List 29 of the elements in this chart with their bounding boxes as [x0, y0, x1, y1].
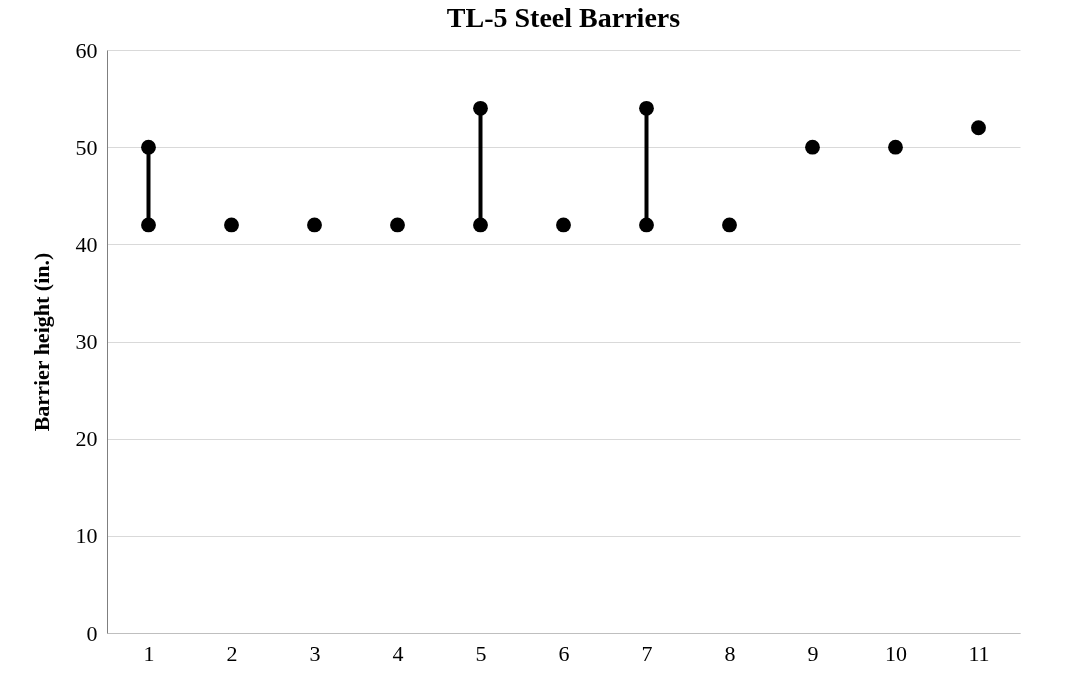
point: [141, 217, 156, 233]
y-tick-label: 50: [75, 134, 98, 160]
x-tick-label: 11: [968, 640, 990, 666]
y-tick-label: 30: [75, 329, 98, 354]
x-tick-label: 2: [226, 640, 238, 666]
point: [805, 139, 820, 155]
x-tick-label: 4: [392, 640, 404, 666]
y-tick-label: 20: [75, 426, 98, 452]
x-tick-label: 8: [724, 640, 736, 666]
y-tick-label: 60: [75, 37, 98, 63]
x-tick-label: 3: [309, 640, 321, 666]
x-tick-label: 10: [885, 640, 907, 666]
point: [390, 217, 405, 233]
x-tick-label: 6: [558, 640, 570, 666]
y-tick-label: 10: [75, 523, 98, 549]
y-tick-label: 0: [86, 620, 98, 646]
point: [556, 217, 571, 233]
x-tick-label: 1: [143, 640, 155, 666]
point: [224, 217, 239, 233]
point: [888, 139, 903, 155]
point: [971, 120, 986, 136]
y-axis-title: Barrier height (in.): [28, 252, 54, 432]
x-tick-label: 5: [475, 640, 487, 666]
x-tick-label: 7: [641, 640, 653, 666]
chart-title: TL-5 Steel Barriers: [446, 2, 681, 33]
x-tick-label: 9: [807, 640, 819, 666]
point: [722, 217, 737, 233]
point: [307, 217, 322, 233]
y-tick-label: 40: [75, 231, 98, 257]
